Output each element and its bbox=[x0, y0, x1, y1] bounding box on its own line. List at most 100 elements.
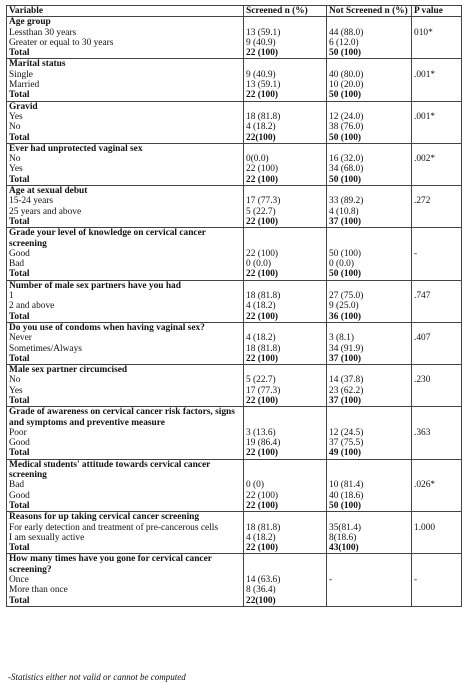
not-screened-value: 37 (100) bbox=[326, 353, 412, 365]
section-title: Male sex partner circumcised bbox=[6, 364, 244, 376]
not-screened-value: 40 (18.6) bbox=[326, 490, 412, 501]
screened-value: 4 (18.2) bbox=[243, 532, 327, 544]
not-screened-value: 50 (100) bbox=[326, 48, 412, 59]
section-title-row: How many times have you gone for cervica… bbox=[6, 553, 462, 576]
data-row: Yes 18 (81.8) 12 (24.0) .001* bbox=[6, 111, 462, 123]
screened-value: 5 (22.7) bbox=[243, 375, 327, 386]
not-screened-value: 50 (100) bbox=[326, 132, 412, 144]
section-title: Age group bbox=[6, 16, 244, 28]
screened-value: 9 (40.9) bbox=[243, 37, 327, 49]
data-row: Total 22(100) 50 (100) bbox=[6, 132, 462, 144]
row-label: Total bbox=[6, 216, 244, 228]
p-value: .001* bbox=[411, 69, 462, 81]
data-row: I am sexually active 4 (18.2) 8(18.6) bbox=[6, 532, 462, 544]
p-value bbox=[411, 311, 462, 323]
screened-value: 18 (81.8) bbox=[243, 291, 327, 302]
section-title-row: Male sex partner circumcised bbox=[6, 364, 462, 376]
not-screened-value: 50 (100) bbox=[326, 269, 412, 281]
empty-cell bbox=[326, 459, 412, 481]
p-value: - bbox=[411, 575, 462, 586]
p-value: .363 bbox=[411, 427, 462, 439]
empty-cell bbox=[243, 511, 327, 523]
row-label: No bbox=[6, 122, 244, 133]
header-cell: Variable bbox=[6, 4, 244, 18]
data-row: Good 22 (100) 40 (18.6) bbox=[6, 490, 462, 501]
not-screened-value: - bbox=[326, 575, 412, 586]
data-row: No 5 (22.7) 14 (37.8) .230 bbox=[6, 375, 462, 386]
not-screened-value: 4 (10.8) bbox=[326, 206, 412, 217]
empty-cell bbox=[326, 511, 412, 523]
not-screened-value: 40 (80.0) bbox=[326, 69, 412, 81]
row-label: 1 bbox=[6, 291, 244, 302]
p-value bbox=[411, 90, 462, 102]
p-value bbox=[411, 532, 462, 544]
screened-value: 18 (81.8) bbox=[243, 111, 327, 123]
row-label: Total bbox=[6, 311, 244, 323]
row-label: Good bbox=[6, 490, 244, 501]
row-label: Total bbox=[6, 595, 244, 607]
data-row: Yes 22 (100) 34 (68.0) bbox=[6, 164, 462, 175]
p-value: 010* bbox=[411, 27, 462, 38]
row-label: Poor bbox=[6, 427, 244, 439]
data-row: Total 22 (100) 50 (100) bbox=[6, 90, 462, 102]
screened-value: 14 (63.6) bbox=[243, 575, 327, 586]
p-value bbox=[411, 585, 462, 596]
p-value: .230 bbox=[411, 375, 462, 386]
screened-value: 22 (100) bbox=[243, 311, 327, 323]
screened-value: 13 (59.1) bbox=[243, 80, 327, 91]
p-value bbox=[411, 37, 462, 49]
screened-value: 22 (100) bbox=[243, 216, 327, 228]
not-screened-value: 44 (88.0) bbox=[326, 27, 412, 38]
not-screened-value: 50 (100) bbox=[326, 174, 412, 186]
not-screened-value: 14 (37.8) bbox=[326, 375, 412, 386]
screened-value: 0 (0) bbox=[243, 480, 327, 491]
table-wrap: Variable Screened n (%) Not Screened n (%)… bbox=[6, 4, 462, 607]
screened-value: 22 (100) bbox=[243, 543, 327, 554]
data-row: Single 9 (40.9) 40 (80.0) .001* bbox=[6, 69, 462, 81]
data-row: Total 22 (100) 37 (100) bbox=[6, 216, 462, 228]
p-value bbox=[411, 216, 462, 228]
data-row: Once 14 (63.6) - - bbox=[6, 575, 462, 586]
data-row: Total 22 (100) 37 (100) bbox=[6, 395, 462, 407]
data-row: Total 22 (100) 50 (100) bbox=[6, 500, 462, 512]
empty-cell bbox=[243, 406, 327, 428]
not-screened-value: 36 (100) bbox=[326, 311, 412, 323]
not-screened-value: 50 (100) bbox=[326, 500, 412, 512]
screened-value: 17 (77.3) bbox=[243, 196, 327, 207]
data-row: Greater or equal to 30 years 9 (40.9) 6 (1… bbox=[6, 37, 462, 49]
data-row: Good 19 (86.4) 37 (75.5) bbox=[6, 438, 462, 449]
empty-cell bbox=[243, 185, 327, 197]
p-value bbox=[411, 206, 462, 217]
row-label: Greater or equal to 30 years bbox=[6, 37, 244, 49]
not-screened-value bbox=[326, 585, 412, 596]
not-screened-value: 10 (81.4) bbox=[326, 480, 412, 491]
not-screened-value: 8(18.6) bbox=[326, 532, 412, 544]
row-label: Total bbox=[6, 395, 244, 407]
p-value bbox=[411, 301, 462, 312]
section-title: Gravid bbox=[6, 101, 244, 112]
header-row: Variable Screened n (%) Not Screened n (%)… bbox=[6, 4, 462, 18]
row-label: Bad bbox=[6, 259, 244, 270]
empty-cell bbox=[243, 16, 327, 28]
p-value bbox=[411, 385, 462, 396]
row-label: No bbox=[6, 375, 244, 386]
data-row: 25 years and above 5 (22.7) 4 (10.8) bbox=[6, 206, 462, 217]
data-row: No 4 (18.2) 38 (76.0) bbox=[6, 122, 462, 133]
section: How many times have you gone for cervica… bbox=[6, 553, 462, 607]
empty-cell bbox=[326, 364, 412, 376]
row-label: Total bbox=[6, 543, 244, 554]
not-screened-value: 37 (75.5) bbox=[326, 438, 412, 449]
section-title: Grade your level of knowledge on cervica… bbox=[6, 227, 244, 249]
screened-value: 8 (36.4) bbox=[243, 585, 327, 596]
section-title: Number of male sex partners have you had bbox=[6, 280, 244, 292]
empty-cell bbox=[411, 101, 462, 112]
not-screened-value: 6 (12.0) bbox=[326, 37, 412, 49]
row-label: Total bbox=[6, 353, 244, 365]
section-title: Ever had unprotected vaginal sex bbox=[6, 143, 244, 155]
row-label: Good bbox=[6, 438, 244, 449]
data-row: Good 22 (100) 50 (100) - bbox=[6, 248, 462, 260]
p-value bbox=[411, 500, 462, 512]
data-row: Yes 17 (77.3) 23 (62.2) bbox=[6, 385, 462, 396]
screened-value: 3 (13.6) bbox=[243, 427, 327, 439]
